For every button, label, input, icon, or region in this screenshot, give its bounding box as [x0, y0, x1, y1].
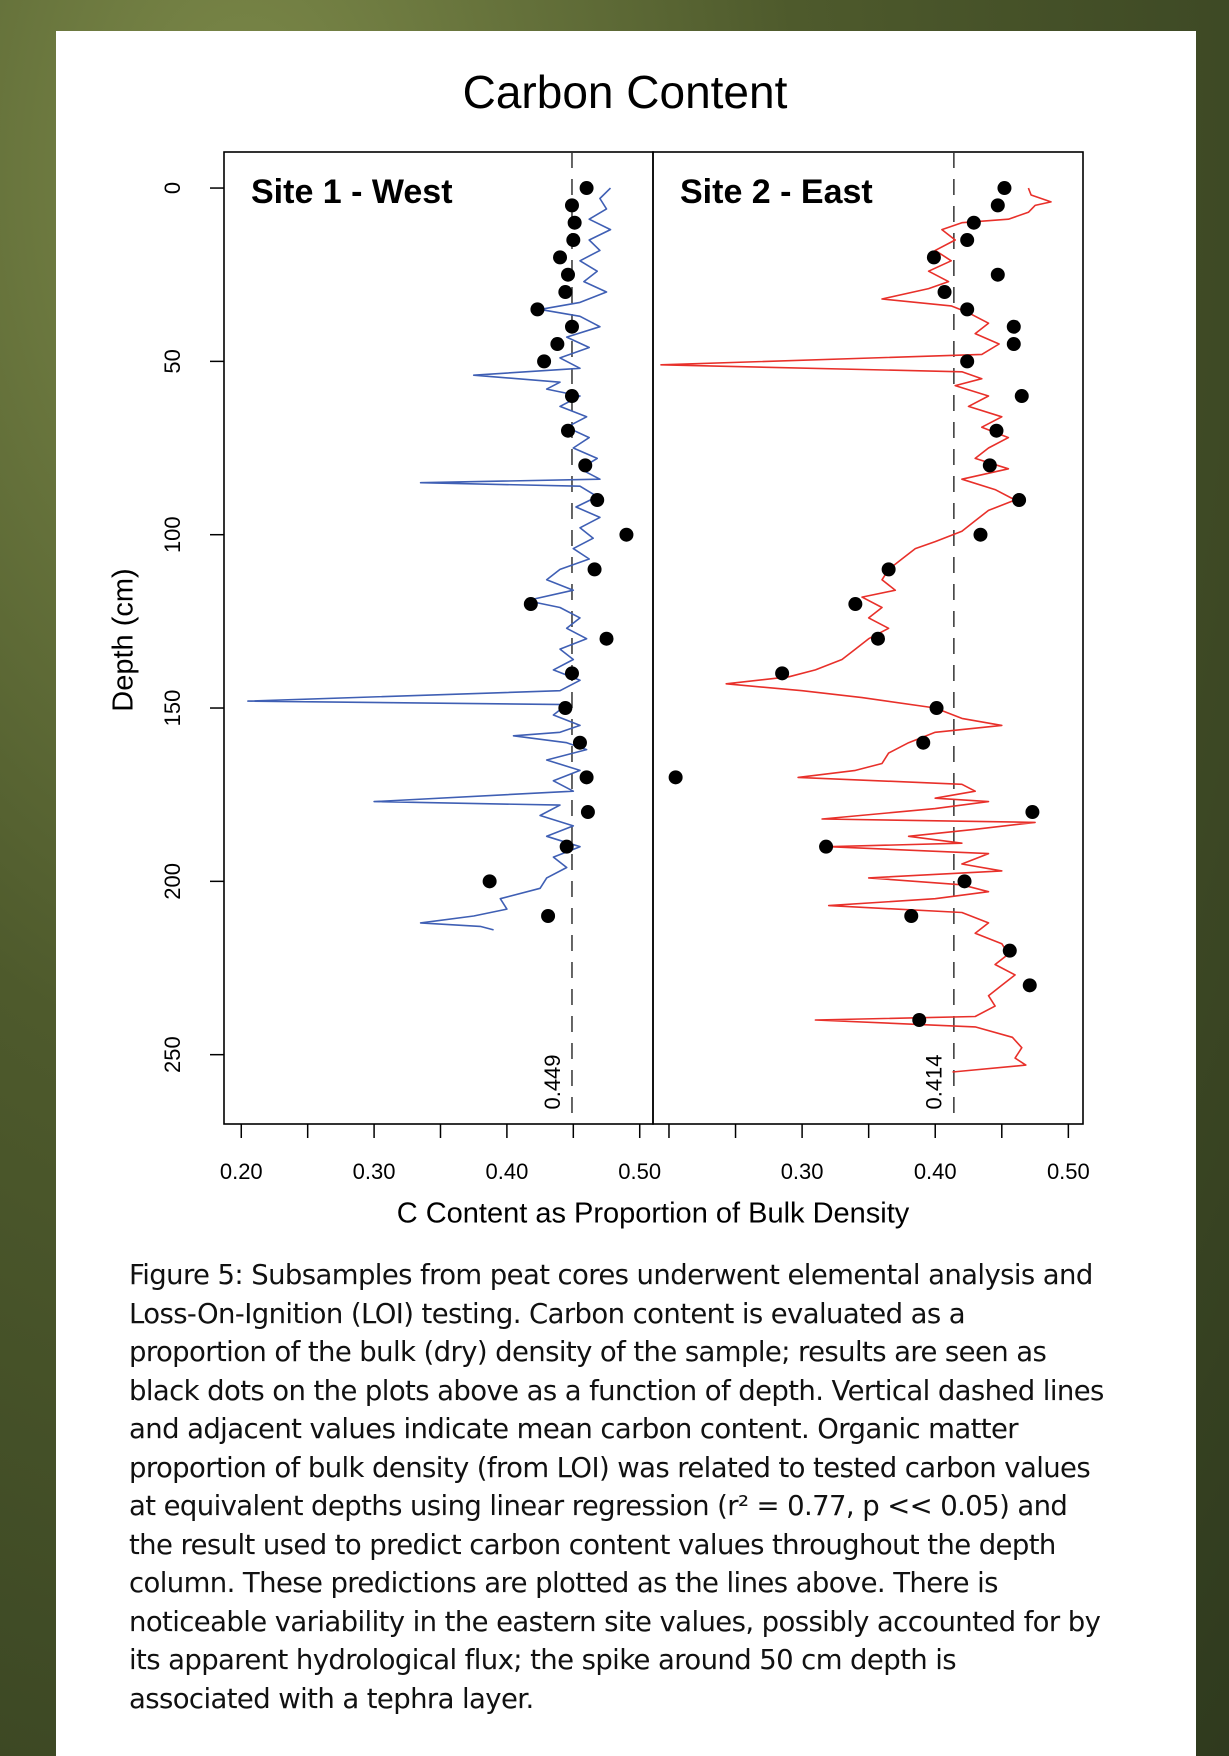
sample-dot [960, 354, 975, 369]
sample-dot [564, 198, 579, 213]
panel-title: Site 2 - East [680, 173, 873, 211]
sample-dot [1012, 493, 1027, 508]
x-tick-label: 0.50 [618, 1159, 661, 1184]
y-tick-label: 150 [160, 690, 185, 727]
sample-dot [957, 874, 972, 889]
sample-dot [579, 181, 594, 196]
y-tick-label: 50 [160, 349, 185, 373]
x-tick-label: 0.20 [220, 1159, 263, 1184]
sample-dot [578, 458, 593, 473]
sample-dot [904, 909, 919, 924]
sample-dot [997, 181, 1012, 196]
sample-dot [566, 233, 581, 248]
sample-dot [960, 233, 975, 248]
y-tick-label: 250 [160, 1036, 185, 1073]
sample-dot [550, 337, 565, 352]
sample-dot [668, 770, 683, 785]
sample-dot [881, 562, 896, 577]
sample-dot [567, 215, 582, 230]
sample-dot [1014, 389, 1029, 404]
x-tick-label: 0.30 [353, 1159, 396, 1184]
sample-dot [482, 874, 497, 889]
x-tick-label: 0.30 [781, 1159, 824, 1184]
sample-dot [926, 250, 941, 265]
sample-dot [564, 319, 579, 334]
chart: Carbon Content Depth (cm) C Content as P… [108, 66, 1090, 1230]
y-tick-label: 200 [160, 863, 185, 900]
sample-dot [537, 354, 552, 369]
carbon-line [247, 187, 612, 931]
sample-dot [982, 458, 997, 473]
x-tick-label: 0.50 [1047, 1159, 1090, 1184]
panel-frame [652, 151, 1084, 1125]
sample-dot [960, 302, 975, 317]
sample-dot [523, 597, 538, 612]
sample-dot [558, 701, 573, 716]
sample-dot [541, 909, 556, 924]
sample-dot [1006, 337, 1021, 352]
sample-dot [916, 735, 931, 750]
sample-dot [929, 701, 944, 716]
sample-dot [848, 597, 863, 612]
caption-text: Subsamples from peat cores underwent ele… [129, 1259, 1104, 1715]
sample-dot [530, 302, 545, 317]
y-tick-label: 100 [160, 516, 185, 553]
sample-dot [559, 839, 574, 854]
caption: Figure 5: Subsamples from peat cores und… [129, 1256, 1104, 1718]
mean-label: 0.449 [540, 1054, 565, 1109]
sample-dot [580, 805, 595, 820]
sample-dot [1022, 978, 1037, 993]
sample-dot [599, 631, 614, 646]
sample-dot [912, 1013, 927, 1028]
x-axis-title: C Content as Proportion of Bulk Density [397, 1198, 910, 1230]
sample-dot [870, 631, 885, 646]
sample-dot [1002, 943, 1017, 958]
sample-dot [619, 527, 634, 542]
sample-dot [587, 562, 602, 577]
sample-dot [564, 666, 579, 681]
sample-dot [973, 527, 988, 542]
sample-dot [579, 770, 594, 785]
sample-dot [819, 839, 834, 854]
sample-dot [989, 423, 1004, 438]
sample-dot [572, 735, 587, 750]
panel-title: Site 1 - West [251, 173, 453, 211]
sample-dot [1025, 805, 1040, 820]
caption-label: Figure 5: [129, 1259, 244, 1291]
sample-dot [990, 198, 1005, 213]
sample-dot [590, 493, 605, 508]
sample-dot [990, 267, 1005, 282]
x-tick-label: 0.40 [914, 1159, 957, 1184]
sample-dot [564, 389, 579, 404]
carbon-line [660, 187, 1052, 1073]
sample-dot [775, 666, 790, 681]
y-tick-label: 0 [160, 182, 185, 194]
sample-dot [553, 250, 568, 265]
x-tick-label: 0.40 [485, 1159, 528, 1184]
sample-dot [1006, 319, 1021, 334]
y-axis-title: Depth (cm) [108, 568, 140, 711]
sample-dot [560, 267, 575, 282]
mean-label: 0.414 [922, 1054, 947, 1109]
sample-dot [966, 215, 981, 230]
chart-title: Carbon Content [463, 66, 788, 118]
figure-card [56, 31, 1196, 1756]
sample-dot [558, 285, 573, 300]
sample-dot [560, 423, 575, 438]
sample-dot [937, 285, 952, 300]
panel-frame [223, 151, 654, 1125]
